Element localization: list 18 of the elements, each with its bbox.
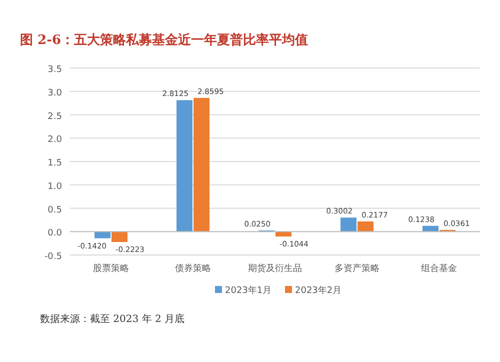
x-tick-label: 组合基金 [421, 263, 457, 274]
x-tick-label: 多资产策略 [334, 263, 380, 274]
x-tick-label: 债券策略 [175, 263, 211, 274]
legend-label: 2023年1月 [225, 285, 272, 296]
x-tick-label: 股票策略 [93, 263, 129, 274]
y-tick-label: 2.5 [48, 112, 62, 122]
y-tick-label: -0.5 [44, 252, 62, 262]
source-note: 数据来源：截至 2023 年 2 月底 [40, 313, 185, 325]
y-tick-label: 0.5 [48, 205, 62, 216]
x-tick-label: 期货及衍生品 [248, 263, 302, 274]
chart-title: 图 2-6：五大策略私募基金近一年夏普比率平均值 [20, 32, 308, 48]
y-tick-label: 3.5 [48, 65, 62, 75]
y-tick-label: 0.0 [48, 228, 62, 239]
legend-label: 2023年2月 [295, 285, 342, 296]
y-tick-label: 1.0 [48, 182, 62, 192]
y-tick-label: 2.0 [48, 135, 62, 146]
y-tick-label: 1.5 [48, 158, 62, 168]
y-tick-label: 3.0 [48, 88, 62, 98]
